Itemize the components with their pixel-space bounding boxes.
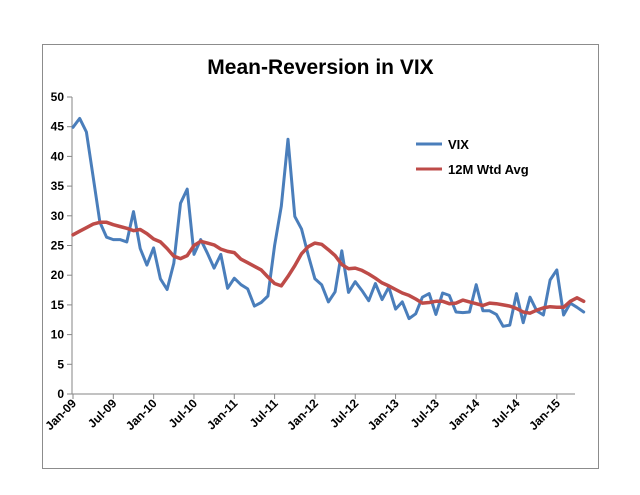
y-tick-label: 40 xyxy=(51,149,65,163)
y-tick-label: 10 xyxy=(51,328,65,342)
x-tick-label: Jan-15 xyxy=(526,396,563,433)
x-tick-label: Jul-11 xyxy=(247,396,281,430)
y-tick-label: 50 xyxy=(51,90,65,104)
x-tick-label: Jul-09 xyxy=(85,396,120,431)
y-tick-label: 30 xyxy=(51,209,65,223)
y-tick-label: 45 xyxy=(51,120,65,134)
y-tick-label: 0 xyxy=(57,387,64,401)
series-line-vix xyxy=(71,116,586,328)
y-tick-label: 5 xyxy=(57,357,64,371)
x-tick-label: Jan-14 xyxy=(446,396,483,433)
x-tick-label: Jul-13 xyxy=(408,396,443,431)
x-tick-label: Jul-10 xyxy=(166,396,201,431)
legend-label-12m-wtd-avg: 12M Wtd Avg xyxy=(448,162,529,177)
x-tick-label: Jul-12 xyxy=(327,396,362,431)
y-tick-label: 25 xyxy=(51,239,65,253)
y-tick-label: 20 xyxy=(51,268,65,282)
y-tick-label: 35 xyxy=(51,179,65,193)
x-tick-label: Jan-13 xyxy=(365,396,402,433)
series-line-12m-wtd-avg xyxy=(71,220,586,315)
x-tick-label: Jan-09 xyxy=(42,396,79,433)
legend-label-vix: VIX xyxy=(448,137,469,152)
x-tick-label: Jul-14 xyxy=(488,396,523,431)
x-tick-label: Jan-12 xyxy=(284,396,321,433)
chart-title: Mean-Reversion in VIX xyxy=(207,56,434,79)
y-tick-label: 15 xyxy=(51,298,65,312)
x-tick-label: Jan-11 xyxy=(204,396,241,433)
chart-frame xyxy=(42,44,599,469)
x-tick-label: Jan-10 xyxy=(123,396,160,433)
